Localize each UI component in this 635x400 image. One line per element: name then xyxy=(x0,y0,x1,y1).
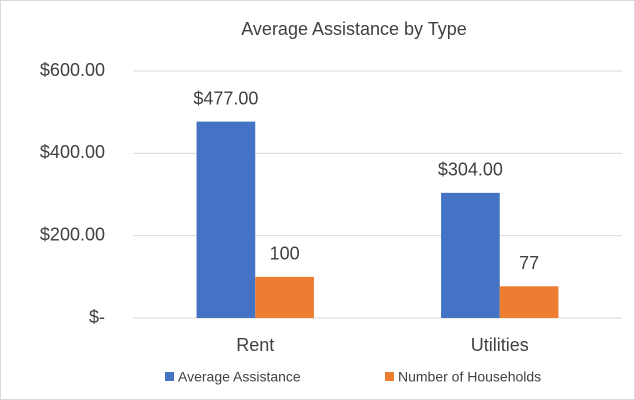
data-label: 77 xyxy=(519,253,539,273)
legend-label: Number of Households xyxy=(398,369,541,385)
data-label: $477.00 xyxy=(193,88,258,108)
bar xyxy=(255,276,314,318)
bar xyxy=(441,192,500,318)
y-tick-label: $600.00 xyxy=(40,60,105,80)
data-label: 100 xyxy=(270,244,300,264)
y-tick-label: $- xyxy=(89,307,105,327)
bar xyxy=(196,121,256,318)
chart-title: Average Assistance by Type xyxy=(241,19,466,39)
legend-label: Average Assistance xyxy=(178,369,301,385)
legend-swatch xyxy=(385,372,394,381)
y-tick-label: $200.00 xyxy=(40,224,105,244)
bar xyxy=(499,286,559,318)
data-label: $304.00 xyxy=(438,160,503,180)
y-tick-label: $400.00 xyxy=(40,142,105,162)
x-tick-label: Utilities xyxy=(471,335,529,355)
x-tick-label: Rent xyxy=(236,335,274,355)
legend-swatch xyxy=(165,372,174,381)
